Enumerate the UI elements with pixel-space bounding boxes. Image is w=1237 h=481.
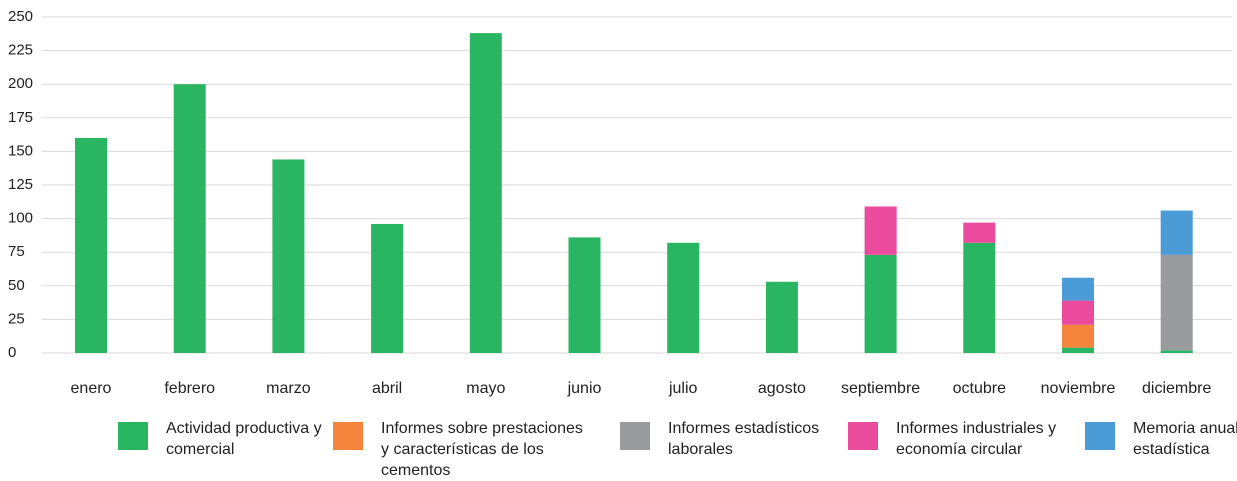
bar-segment (173, 84, 206, 353)
legend-item-laborales: Informes estadísticos laborales (620, 418, 828, 460)
legend-label: Informes estadísticos laborales (668, 420, 820, 458)
legend-swatch (333, 422, 363, 450)
bar-segment (1062, 324, 1094, 348)
bar-segment (1062, 347, 1094, 353)
bar-segment (1160, 350, 1193, 353)
y-axis: 0 25 50 75 100 125 150 175 200 225 250 (8, 8, 33, 361)
bar-segment (1160, 210, 1193, 255)
x-tick-label: febrero (164, 380, 215, 397)
legend-item-actividad: Actividad productiva y comercial (118, 418, 326, 460)
y-tick-label: 225 (8, 42, 33, 59)
x-tick-label: junio (567, 380, 602, 397)
y-tick-label: 175 (8, 109, 33, 126)
legend-label: Actividad productiva y comercial (166, 420, 322, 458)
x-tick-label: diciembre (1142, 380, 1211, 397)
legend-item-industriales: Informes industriales y economía circula… (848, 418, 1066, 460)
bar-segment (963, 222, 996, 243)
y-tick-label: 0 (8, 344, 16, 361)
legend-label: Memoria anual estadística (1133, 420, 1237, 458)
bar-segment (568, 237, 601, 353)
y-tick-label: 100 (8, 210, 33, 227)
bar-segment (667, 242, 700, 353)
x-tick-label: abril (372, 380, 402, 397)
legend-swatch (118, 422, 148, 450)
bar-segment (371, 223, 404, 353)
y-tick-label: 50 (8, 277, 25, 294)
bar-segment (864, 254, 897, 353)
x-tick-label: septiembre (841, 380, 920, 397)
x-tick-label: agosto (758, 380, 806, 397)
x-tick-label: julio (668, 380, 698, 397)
y-tick-label: 125 (8, 176, 33, 193)
legend-swatch (1085, 422, 1115, 450)
bar-segment (963, 242, 996, 353)
bars (75, 33, 1193, 354)
bar-segment (864, 206, 897, 255)
legend-swatch (620, 422, 650, 450)
bar-segment (1062, 300, 1094, 325)
y-tick-label: 75 (8, 243, 25, 260)
y-tick-label: 25 (8, 310, 25, 327)
bar-segment (765, 281, 798, 353)
x-tick-label: octubre (953, 380, 1006, 397)
legend-item-memoria: Memoria anual estadística (1085, 418, 1237, 460)
legend-item-prestaciones: Informes sobre prestaciones y caracterís… (333, 418, 591, 481)
y-tick-label: 200 (8, 75, 33, 92)
y-tick-label: 250 (8, 8, 33, 25)
legend-label: Informes industriales y economía circula… (896, 420, 1057, 458)
x-tick-label: enero (71, 380, 112, 397)
legend: Actividad productiva y comercial Informe… (0, 418, 1237, 479)
bar-segment (469, 33, 502, 354)
x-axis: enero febrero marzo abril mayo junio julio agos… (71, 380, 1212, 397)
bar-segment (1160, 254, 1193, 351)
x-tick-label: noviembre (1041, 380, 1116, 397)
legend-swatch (848, 422, 878, 450)
bar-segment (272, 159, 305, 353)
bar-segment (1062, 277, 1094, 301)
y-tick-label: 150 (8, 142, 33, 159)
legend-label: Informes sobre prestaciones y caracterís… (381, 420, 583, 479)
grid (42, 16, 1232, 354)
bar-segment (75, 137, 107, 353)
x-tick-label: mayo (466, 380, 505, 397)
x-tick-label: marzo (266, 380, 311, 397)
